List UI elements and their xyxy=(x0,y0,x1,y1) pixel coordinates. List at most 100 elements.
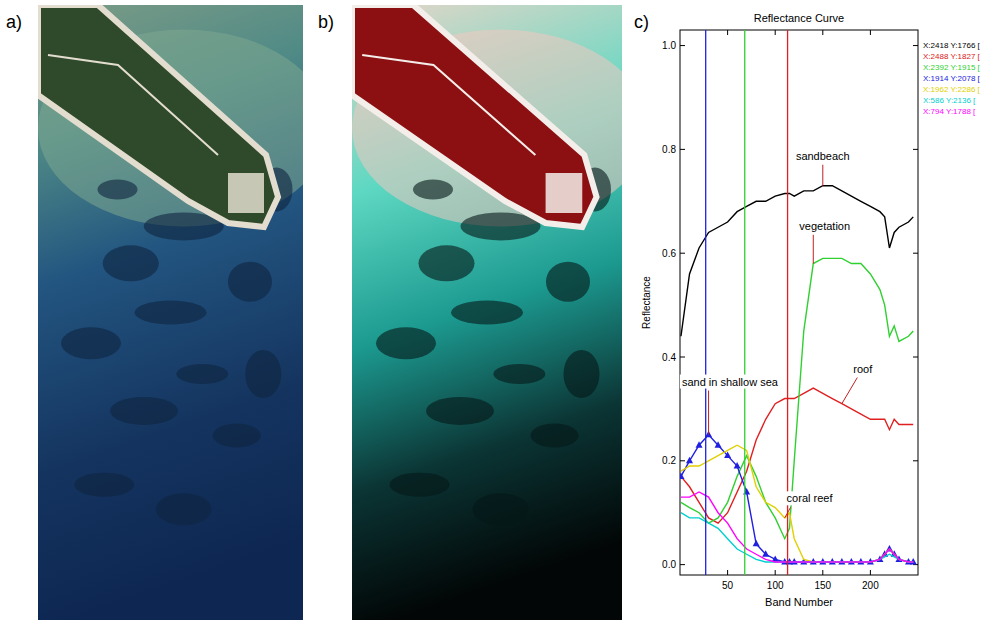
x-tick xyxy=(870,30,871,35)
panel-label: a) xyxy=(6,12,22,32)
annotation-text: sandbeach xyxy=(796,150,850,162)
annotation-leader xyxy=(708,391,709,435)
panel-label: b) xyxy=(318,12,334,32)
satellite-image xyxy=(38,5,303,620)
annotation: sandbeach xyxy=(794,149,852,186)
legend-entry: X:586 Y:2136 [ xyxy=(923,96,976,105)
annotation-patch xyxy=(794,149,852,163)
spectrum-marker xyxy=(724,452,731,459)
y-tick xyxy=(913,357,918,358)
legend-entry: X:2392 Y:1915 [ xyxy=(923,63,981,72)
chart-title: Reflectance Curve xyxy=(754,12,845,24)
x-tick xyxy=(870,570,871,575)
reef-patch xyxy=(245,350,281,398)
reef-patch xyxy=(176,364,228,384)
spectrum-line xyxy=(681,445,913,562)
annotation-leader xyxy=(842,378,857,404)
x-tick xyxy=(775,30,776,35)
reef-patch xyxy=(61,327,121,359)
reef-patch xyxy=(531,424,579,448)
legend-entry: X:1914 Y:2078 [ xyxy=(923,74,981,83)
figure: a)b)c)Reflectance CurveBand NumberReflec… xyxy=(0,0,1004,623)
spectrum-marker xyxy=(910,558,917,565)
y-tick xyxy=(680,564,685,565)
annotation-text: coral reef xyxy=(787,492,834,504)
annotation-text: roof xyxy=(853,363,873,375)
reef-patch xyxy=(156,493,212,525)
spectrum-line xyxy=(681,258,913,538)
annotation: sand in shallow sea xyxy=(680,375,781,435)
y-tick xyxy=(680,253,685,254)
reef-patch xyxy=(376,327,436,359)
reef-patch xyxy=(413,180,453,200)
reef-patch xyxy=(426,397,494,425)
spectrum-marker xyxy=(857,558,864,565)
spectrum-line xyxy=(681,435,913,562)
y-tick xyxy=(913,460,918,461)
spectrum-marker xyxy=(680,472,684,479)
panel-label: c) xyxy=(634,12,649,32)
y-tick xyxy=(913,149,918,150)
reef-patch xyxy=(103,245,159,281)
reef-patch xyxy=(110,397,178,425)
legend-entry: X:794 Y:1788 [ xyxy=(923,107,976,116)
y-tick xyxy=(680,149,685,150)
reef-patch xyxy=(74,473,134,497)
spectrum-line xyxy=(681,492,913,562)
reef-patch xyxy=(98,180,138,200)
island-road xyxy=(362,55,535,155)
satellite-image xyxy=(352,5,622,620)
band-cursor xyxy=(744,30,745,575)
legend-entry: X:2488 Y:1827 [ xyxy=(923,52,981,61)
x-tick xyxy=(775,570,776,575)
reef-patch xyxy=(213,424,261,448)
spectrum-marker xyxy=(838,558,845,565)
reef-patch xyxy=(228,262,272,302)
y-tick-label: 0.4 xyxy=(662,352,676,363)
reef-patch xyxy=(135,301,207,325)
x-tick-label: 150 xyxy=(814,580,831,591)
annotation: vegetation xyxy=(797,219,852,264)
reef-patch xyxy=(419,245,475,281)
annotation-text: sand in shallow sea xyxy=(682,376,779,388)
y-tick xyxy=(913,45,918,46)
x-tick xyxy=(822,570,823,575)
x-tick xyxy=(727,30,728,35)
spectrum-marker xyxy=(829,558,836,565)
reef-patch xyxy=(451,301,523,325)
legend-entry: X:2418 Y:1766 [ xyxy=(923,41,981,50)
y-tick xyxy=(913,253,918,254)
buildings xyxy=(546,173,583,213)
y-tick xyxy=(680,45,685,46)
annotation: coral reef xyxy=(785,491,836,518)
reef-patch xyxy=(390,473,450,497)
band-cursor xyxy=(705,30,706,575)
spectrum-line xyxy=(681,513,913,562)
spectrum-marker xyxy=(762,550,769,557)
reef-patch xyxy=(473,493,529,525)
island-road xyxy=(48,55,218,155)
annotation-leader xyxy=(813,235,814,264)
reef-patch xyxy=(564,350,600,398)
spectrum-line xyxy=(681,186,913,337)
annotation: roof xyxy=(842,362,875,404)
annotation-patch xyxy=(785,491,836,505)
spectrum-marker xyxy=(715,441,722,448)
annotation-patch xyxy=(797,219,852,233)
island xyxy=(38,5,278,227)
annotation-text: vegetation xyxy=(799,220,850,232)
y-tick xyxy=(680,460,685,461)
x-axis-title: Band Number xyxy=(765,596,833,608)
y-tick-label: 0.8 xyxy=(662,144,676,155)
x-tick xyxy=(822,30,823,35)
plot-frame xyxy=(680,30,918,575)
island xyxy=(352,5,597,227)
spectrum-marker xyxy=(819,558,826,565)
legend: X:2418 Y:1766 [ X:2488 Y:1827 [ X:2392 Y:1… xyxy=(923,41,981,116)
y-tick-label: 0.6 xyxy=(662,248,676,259)
annotation-patch xyxy=(851,362,875,376)
spectrum-marker xyxy=(696,441,703,448)
x-tick-label: 50 xyxy=(722,580,734,591)
y-tick-label: 0.0 xyxy=(662,559,676,570)
spectrum-marker xyxy=(848,558,855,565)
